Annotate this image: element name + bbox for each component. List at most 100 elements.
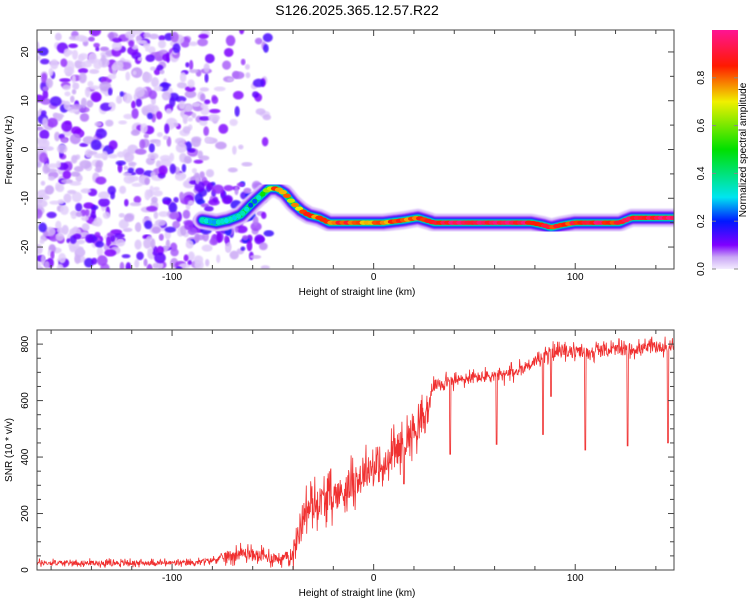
spectral-blob (127, 167, 135, 173)
spectral-blob (123, 165, 128, 171)
spectral-blob (156, 132, 163, 138)
spectral-blob (134, 239, 142, 250)
spectral-blob (194, 193, 204, 204)
spectral-blob (193, 159, 204, 164)
spectral-blob (193, 255, 204, 264)
spectral-blob (155, 140, 161, 147)
spectral-blob (181, 163, 187, 173)
spectral-blob (84, 208, 90, 217)
spectral-blob (191, 167, 197, 174)
spectral-blob (58, 253, 67, 264)
spectral-blob (79, 112, 90, 122)
spectral-blob (213, 86, 226, 92)
spectral-blob (261, 211, 267, 220)
spectral-blob (40, 110, 47, 116)
spectral-blob (241, 162, 253, 167)
spectral-blob (89, 69, 100, 74)
spectral-blob (75, 34, 87, 42)
spectral-blob (137, 57, 143, 62)
spectral-blob (144, 220, 153, 230)
x-tick-label: -100 (162, 573, 182, 584)
spectral-blob (48, 175, 55, 181)
spectral-blob (208, 113, 220, 122)
spectral-blob (123, 93, 133, 104)
spectral-blob (37, 110, 41, 117)
spectral-blob (205, 258, 210, 267)
spectral-blob (63, 48, 71, 58)
spectral-blob (40, 58, 50, 65)
spectral-blob (39, 152, 48, 164)
spectral-blob (39, 239, 45, 245)
spectral-blob (204, 99, 211, 105)
spectral-blob (188, 69, 199, 74)
y-tick-label: 0 (20, 146, 31, 152)
spectral-blob (182, 114, 189, 120)
spectral-blob (128, 161, 137, 166)
spectral-blob (232, 145, 237, 155)
spectral-blob (168, 202, 178, 214)
spectral-blob (91, 257, 98, 265)
spectral-blob (45, 78, 54, 89)
colorbar-tick-label: 0.8 (696, 70, 707, 84)
spectral-blob (169, 96, 176, 108)
spectral-blob (152, 190, 163, 197)
ridge-peak (236, 213, 242, 219)
spectral-blob (129, 149, 135, 154)
spectral-blob (37, 244, 43, 255)
y-tick-label: -20 (20, 239, 31, 254)
spectral-blob (146, 263, 153, 269)
spectral-blob (56, 144, 68, 154)
spectral-blob (164, 123, 170, 134)
spectral-blob (72, 49, 79, 60)
spectral-blob (156, 64, 164, 71)
spectral-blob (211, 96, 219, 104)
snr-line (37, 336, 674, 570)
spectral-blob (149, 66, 156, 71)
spectral-blob (44, 260, 50, 269)
spectral-blob (239, 30, 245, 35)
spectral-blob (218, 123, 229, 134)
spectral-blob (252, 91, 259, 98)
spectral-blob (147, 247, 154, 254)
spectral-blob (129, 202, 142, 207)
spectral-blob (44, 185, 55, 195)
spectral-blob (41, 72, 48, 84)
spectral-blob (75, 202, 83, 212)
spectral-blob (153, 211, 159, 219)
spectral-blob (111, 41, 123, 52)
spectral-blob (49, 96, 62, 107)
spectral-blob (106, 236, 112, 247)
colorbar: 0.0 0.2 0.4 0.6 0.8 Normalized spectral ampl… (696, 30, 749, 276)
spectral-blob (68, 43, 78, 49)
spectral-blob (145, 54, 156, 63)
spectral-blob (150, 238, 156, 250)
spectral-blob (37, 137, 43, 144)
ridge-peak (670, 215, 674, 220)
spectral-blob (62, 84, 71, 91)
spectral-blob (131, 108, 139, 119)
ridge-peak (223, 218, 229, 224)
ridge-peak (291, 202, 300, 208)
spectral-blob (259, 242, 268, 251)
spectral-blob (154, 252, 166, 264)
ridge-peak (219, 218, 225, 224)
spectral-blob (197, 38, 208, 47)
spectral-blob (182, 126, 191, 134)
ridge-peak (252, 198, 258, 204)
spectral-blob (143, 258, 148, 267)
spectral-blob (205, 169, 215, 178)
spectral-blob (37, 261, 42, 268)
spectral-blob (50, 250, 55, 260)
spectral-blob (187, 200, 194, 206)
spectral-blob (59, 78, 71, 83)
spectral-blob (69, 133, 81, 145)
spectral-blob (95, 128, 107, 139)
spectral-blob (184, 90, 197, 99)
spectral-blob (119, 261, 125, 269)
spectral-blob (78, 67, 89, 74)
spectral-blob (81, 60, 93, 68)
spectral-blob (71, 191, 83, 203)
spectral-blob (134, 223, 141, 232)
spectral-blob (78, 72, 87, 84)
spectrogram-ylabel: Frequency (Hz) (4, 116, 15, 185)
